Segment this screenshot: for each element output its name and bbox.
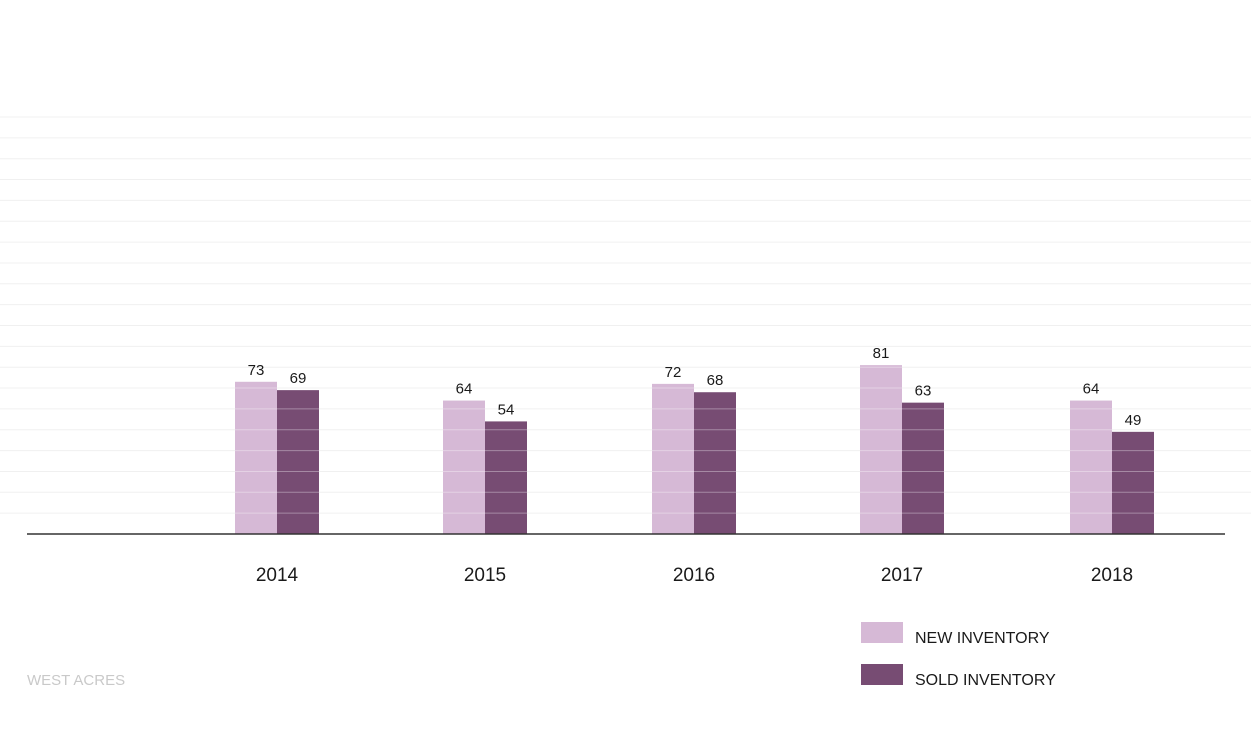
data-label-sold-inventory-2017: 63 bbox=[915, 383, 932, 400]
x-tick-label-2015: 2015 bbox=[464, 565, 506, 586]
bar-sold-inventory-2018 bbox=[1112, 431, 1154, 534]
data-label-sold-inventory-2015: 54 bbox=[498, 401, 515, 418]
data-label-new-inventory-2018: 64 bbox=[1083, 381, 1100, 398]
bar-new-inventory-2017 bbox=[860, 365, 902, 534]
data-label-new-inventory-2014: 73 bbox=[248, 362, 265, 379]
bars bbox=[235, 365, 1154, 534]
gridlines bbox=[0, 116, 1251, 514]
bar-sold-inventory-2014 bbox=[277, 390, 319, 534]
legend: NEW INVENTORY SOLD INVENTORY bbox=[861, 622, 1056, 689]
x-tick-label-2016: 2016 bbox=[673, 565, 715, 586]
data-label-new-inventory-2017: 81 bbox=[873, 345, 890, 362]
bar-sold-inventory-2017 bbox=[902, 402, 944, 534]
legend-swatch-sold-inventory bbox=[861, 664, 903, 685]
x-tick-label-2014: 2014 bbox=[256, 565, 299, 586]
data-label-sold-inventory-2014: 69 bbox=[290, 370, 307, 387]
legend-label-new-inventory: NEW INVENTORY bbox=[915, 630, 1050, 647]
bar-new-inventory-2015 bbox=[443, 400, 485, 534]
x-tick-labels: 2014 2015 2016 2017 2018 bbox=[256, 565, 1133, 586]
data-label-sold-inventory-2018: 49 bbox=[1125, 412, 1142, 429]
bar-new-inventory-2016 bbox=[652, 383, 694, 534]
bar-sold-inventory-2015 bbox=[485, 421, 527, 534]
bar-sold-inventory-2016 bbox=[694, 392, 736, 534]
data-labels: 73 69 64 54 72 68 81 63 64 49 bbox=[248, 345, 1142, 429]
footer-brand-label: WEST ACRES bbox=[27, 672, 125, 689]
legend-swatch-new-inventory bbox=[861, 622, 903, 643]
bar-new-inventory-2014 bbox=[235, 381, 277, 534]
x-tick-label-2017: 2017 bbox=[881, 565, 923, 586]
data-label-new-inventory-2015: 64 bbox=[456, 381, 473, 398]
x-tick-label-2018: 2018 bbox=[1091, 565, 1133, 586]
bar-new-inventory-2018 bbox=[1070, 400, 1112, 534]
data-label-sold-inventory-2016: 68 bbox=[707, 372, 724, 389]
legend-label-sold-inventory: SOLD INVENTORY bbox=[915, 672, 1056, 689]
data-label-new-inventory-2016: 72 bbox=[665, 364, 682, 381]
